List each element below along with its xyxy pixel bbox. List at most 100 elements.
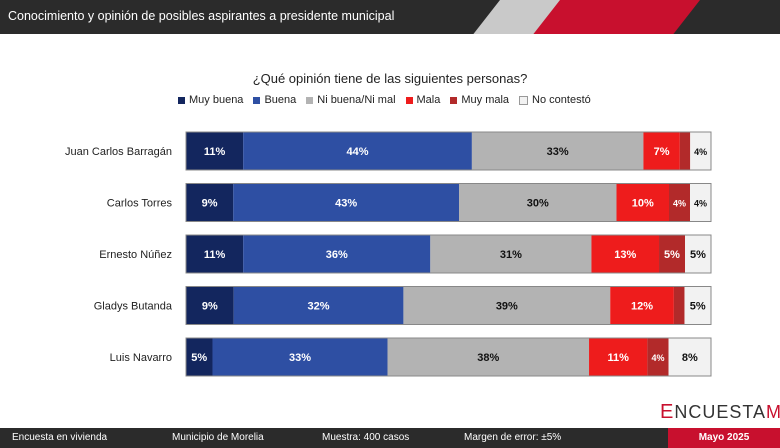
data-label: 4% xyxy=(651,353,664,363)
data-label: 8% xyxy=(682,352,698,364)
legend-item: Ni buena/Ni mal xyxy=(306,93,396,107)
data-label: 11% xyxy=(204,146,226,158)
data-label: 12% xyxy=(631,301,653,313)
bar-segment xyxy=(233,286,404,325)
bar-outline xyxy=(185,131,712,171)
footer-survey-type: Encuesta en vivienda xyxy=(12,432,108,443)
bar-outline xyxy=(185,183,712,222)
bar-segment xyxy=(643,132,680,170)
bar-segment xyxy=(186,183,234,222)
legend-item: No contestó xyxy=(519,93,591,107)
bar-segment xyxy=(616,183,669,222)
data-label: 39% xyxy=(496,301,518,313)
data-label: 5% xyxy=(664,249,680,261)
bar-segment xyxy=(690,132,711,170)
bar-segment xyxy=(387,338,590,376)
data-label: 7% xyxy=(654,146,670,158)
bar-segment xyxy=(186,235,244,273)
bar-outline xyxy=(185,286,712,325)
legend-swatch xyxy=(450,96,458,104)
legend-swatch xyxy=(306,96,314,104)
header-title: Conocimiento y opinión de posibles aspir… xyxy=(8,9,395,23)
legend-item: Buena xyxy=(253,93,296,107)
data-label: 5% xyxy=(191,352,207,364)
category-label: Gladys Butanda xyxy=(94,301,173,313)
footer-date: Mayo 2025 xyxy=(698,432,750,443)
bar-segment xyxy=(610,286,674,325)
bar-segment xyxy=(668,338,711,376)
bar-segment xyxy=(186,132,244,170)
bar-outline xyxy=(185,234,712,274)
bar-segment xyxy=(212,338,388,376)
bar-segment xyxy=(403,286,611,325)
data-label: 11% xyxy=(607,352,629,364)
bar-segment xyxy=(186,286,234,325)
chart-title: ¿Qué opinión tiene de las siguientes per… xyxy=(252,71,528,86)
footer-municipality: Municipio de Morelia xyxy=(172,432,264,443)
legend-item: Muy mala xyxy=(450,93,509,107)
data-label: 9% xyxy=(202,301,218,313)
bar-segment xyxy=(659,235,686,273)
category-label: Carlos Torres xyxy=(107,198,173,210)
bar-segment xyxy=(647,338,669,376)
data-label: 9% xyxy=(202,198,218,210)
bar-segment xyxy=(430,235,592,273)
data-label: 44% xyxy=(347,146,369,158)
category-label: Luis Navarro xyxy=(110,352,172,364)
footer-bar: Encuesta en vivienda Municipio de Moreli… xyxy=(0,428,780,448)
bar-segment xyxy=(471,132,644,170)
legend-item: Muy buena xyxy=(178,93,243,107)
data-label: 5% xyxy=(690,301,706,313)
legend-label: Ni buena/Ni mal xyxy=(317,94,396,106)
bar-segment xyxy=(589,338,648,376)
bar-segment xyxy=(669,183,690,222)
data-label: 38% xyxy=(477,352,499,364)
bar-segment xyxy=(591,235,660,273)
footer-sample: Muestra: 400 casos xyxy=(322,432,410,443)
data-label: 4% xyxy=(694,147,707,157)
category-label: Juan Carlos Barragán xyxy=(65,146,172,158)
data-label: 33% xyxy=(289,352,311,364)
legend-label: No contestó xyxy=(532,94,591,106)
logo-mx: MX xyxy=(766,402,780,422)
data-label: 5% xyxy=(690,249,706,261)
bar-segment xyxy=(459,183,617,222)
data-label: 31% xyxy=(500,249,522,261)
header-bar: Conocimiento y opinión de posibles aspir… xyxy=(0,0,780,34)
legend-swatch xyxy=(178,96,185,104)
bar-segment xyxy=(243,235,431,273)
data-label: 4% xyxy=(673,199,686,209)
footer-date-box: Mayo 2025 xyxy=(668,428,780,448)
category-label: Ernesto Núñez xyxy=(99,249,172,261)
legend-label: Buena xyxy=(264,94,297,106)
bar-outline xyxy=(185,337,712,377)
data-label: 43% xyxy=(335,198,357,210)
bar-segment xyxy=(685,235,711,273)
legend-swatch xyxy=(519,95,529,105)
bar-segment xyxy=(243,132,472,170)
data-label: 36% xyxy=(326,249,348,261)
data-label: 33% xyxy=(547,146,569,158)
logo-e: E xyxy=(660,401,675,423)
bar-segment xyxy=(684,286,711,325)
bar-segment xyxy=(233,183,459,222)
legend-label: Muy buena xyxy=(189,94,244,106)
bar-segment xyxy=(673,286,685,325)
legend-swatch xyxy=(253,96,261,104)
encuestamx-logo: ENCUESTAMX xyxy=(660,401,780,424)
footer-margin: Margen de error: ±5% xyxy=(464,432,562,443)
legend-swatch xyxy=(405,96,413,104)
bar-segment xyxy=(690,183,711,222)
data-label: 10% xyxy=(632,198,654,210)
legend-item: Mala xyxy=(405,93,440,107)
data-label: 13% xyxy=(614,249,636,261)
data-label: 32% xyxy=(308,301,330,313)
bar-segment xyxy=(679,132,691,170)
bar-segment xyxy=(186,338,213,376)
logo-text: NCUESTA xyxy=(674,402,767,422)
data-label: 30% xyxy=(527,198,549,210)
data-label: 4% xyxy=(694,199,707,209)
legend-label: Muy mala xyxy=(461,94,510,106)
chart-legend: Muy buena Buena Ni buena/Ni mal Mala Muy mal… xyxy=(178,93,591,107)
